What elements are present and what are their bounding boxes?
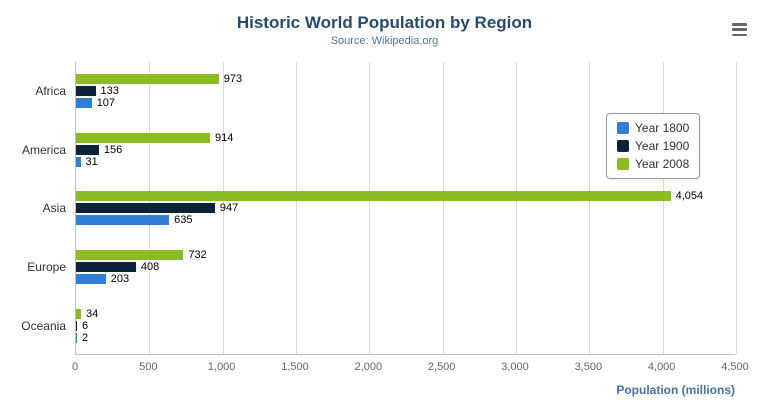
bar-group-asia: 4,054 947 635: [76, 179, 735, 238]
legend-item-year-1900[interactable]: Year 1900: [617, 139, 689, 153]
bar-europe-year-1900[interactable]: 408: [76, 261, 159, 273]
category-label-asia: Asia: [42, 201, 66, 216]
bar-america-year-1800[interactable]: 31: [76, 156, 98, 168]
hamburger-bar: [732, 23, 747, 26]
bar-value-label: 408: [140, 261, 160, 274]
category-label-oceania: Oceania: [21, 318, 66, 333]
bar-value-label: 4,054: [675, 190, 704, 203]
hamburger-bar: [732, 33, 747, 36]
bar-america-year-1900[interactable]: 156: [76, 144, 122, 156]
bar-value-label: 203: [110, 273, 130, 286]
bar-group-america: 914 156 31: [76, 121, 735, 180]
legend-item-year-1800[interactable]: Year 1800: [617, 121, 689, 135]
gridline: [222, 62, 224, 354]
x-tick-label: 2,500: [427, 361, 456, 373]
bar-oceania-year-1800[interactable]: 2: [76, 332, 88, 344]
bar-africa-year-1800[interactable]: 107: [76, 97, 115, 109]
bar-value-label: 34: [85, 307, 99, 320]
plot-area: 973 133 107 914 156 31 4,054 947 635 732 408 203 34 6…: [75, 62, 737, 355]
x-tick-label: 0: [71, 361, 79, 373]
bar-europe-year-2008[interactable]: 732: [76, 249, 207, 261]
bar-oceania-year-2008[interactable]: 34: [76, 308, 98, 320]
bar-value-label: 947: [219, 202, 239, 215]
x-tick-label: 1,500: [281, 361, 309, 373]
x-tick-label: 2,000: [354, 361, 383, 373]
bar-asia-year-2008[interactable]: 4,054: [76, 190, 703, 202]
hamburger-menu-icon[interactable]: [732, 23, 747, 36]
bar-value-label: 31: [85, 155, 98, 168]
x-tick-label: 500: [139, 361, 158, 373]
legend-label: Year 1800: [635, 121, 690, 135]
gridline: [442, 62, 444, 354]
chart-subtitle: Source: Wikipedia.org: [330, 35, 439, 47]
legend-label: Year 1900: [635, 139, 690, 153]
gridline: [369, 62, 371, 354]
x-tick-label: 1,000: [207, 361, 236, 373]
bar-value-label: 107: [96, 97, 116, 110]
bar-value-label: 2: [82, 331, 89, 344]
chart-title: Historic World Population by Region: [236, 13, 533, 32]
bar-asia-year-1800[interactable]: 635: [76, 214, 192, 226]
x-tick-label: 4,500: [721, 361, 749, 373]
category-label-africa: Africa: [35, 84, 66, 99]
bar-value-label: 133: [100, 85, 119, 98]
bar-america-year-2008[interactable]: 914: [76, 132, 233, 144]
legend-swatch: [617, 140, 629, 152]
bar-value-label: 732: [188, 249, 207, 262]
category-label-europe: Europe: [27, 260, 66, 275]
bar-africa-year-1900[interactable]: 133: [76, 85, 119, 97]
legend: Year 1800 Year 1900 Year 2008: [606, 113, 701, 179]
legend-swatch: [617, 158, 629, 170]
bar-asia-year-1900[interactable]: 947: [76, 202, 238, 214]
legend-label: Year 2008: [635, 157, 690, 171]
gridline: [736, 62, 737, 354]
gridline: [589, 62, 591, 354]
legend-item-year-2008[interactable]: Year 2008: [617, 157, 689, 171]
x-axis-title: Population (millions): [616, 383, 735, 397]
x-tick-label: 3,000: [501, 361, 529, 373]
gridline: [662, 62, 664, 354]
category-label-america: America: [21, 142, 66, 157]
hamburger-bar: [732, 28, 747, 31]
bar-group-europe: 732 408 203: [76, 238, 735, 297]
bar-oceania-year-1900[interactable]: 6: [76, 320, 88, 332]
legend-swatch: [617, 122, 629, 134]
bar-value-label: 635: [174, 214, 193, 227]
bar-africa-year-2008[interactable]: 973: [76, 73, 242, 85]
bar-value-label: 6: [82, 319, 89, 332]
bar-value-label: 156: [103, 143, 123, 156]
x-tick-label: 4,000: [647, 361, 676, 373]
bar-value-label: 973: [223, 73, 243, 86]
x-tick-label: 3,500: [574, 361, 603, 373]
bar-group-oceania: 34 6 2: [76, 296, 735, 355]
bar-value-label: 914: [215, 131, 234, 144]
bar-group-africa: 973 133 107: [76, 62, 735, 121]
gridline: [516, 62, 517, 354]
gridline: [296, 62, 297, 354]
bar-europe-year-1800[interactable]: 203: [76, 273, 129, 285]
